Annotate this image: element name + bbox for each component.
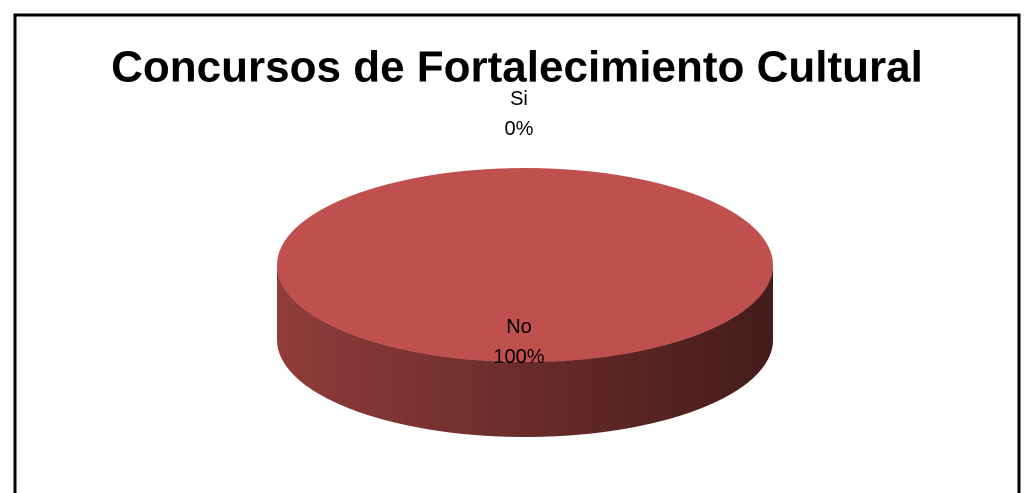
data-label-category: Si [510,88,528,110]
data-label-value: 100% [493,346,544,368]
pie-side-shade [277,265,773,437]
pie-slice [277,168,773,362]
chart-title: Concursos de Fortalecimiento Cultural [111,43,923,92]
data-label-category: No [506,316,532,338]
data-label-value: 0% [505,118,534,140]
